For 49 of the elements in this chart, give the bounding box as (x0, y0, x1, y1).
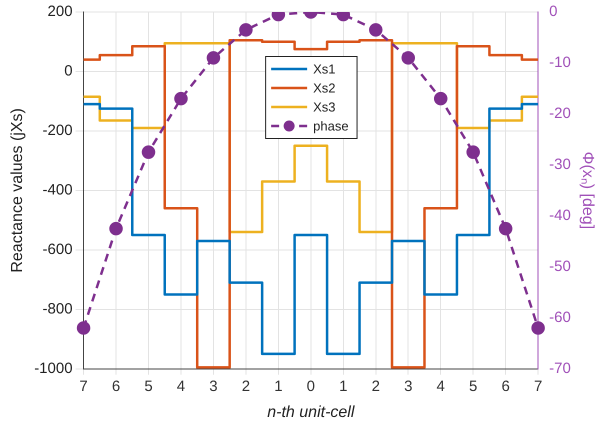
y2-axis-title: Φ(xₙ) [deg] (578, 152, 596, 230)
y2-tick-label: -30 (549, 156, 571, 174)
y-tick-label: -1000 (34, 360, 73, 377)
point (76, 321, 90, 335)
y-tick-label: 0 (64, 62, 73, 80)
y-axis-title: Reactance values (jXs) (9, 108, 26, 273)
y2-tick-label: -70 (549, 360, 571, 377)
point (466, 145, 480, 159)
point (434, 92, 448, 106)
x-tick-label: 5 (144, 378, 153, 395)
x-tick-label: 3 (209, 378, 218, 395)
y-tick-label: -600 (42, 241, 73, 258)
x-tick-label: 1 (339, 378, 348, 395)
x-axis-title: n-th unit-cell (267, 404, 355, 421)
point (109, 222, 123, 236)
y2-tick-label: -10 (549, 54, 571, 72)
x-tick-label: 0 (306, 378, 316, 395)
x-tick-label: 2 (372, 378, 380, 395)
y2-tick-label: -40 (549, 207, 571, 224)
x-tick-label: 2 (242, 378, 250, 395)
legend-label: Xs2 (313, 80, 336, 96)
y-tick-label: -800 (42, 300, 73, 318)
x-tick-label: 5 (469, 378, 478, 395)
x-tick-label: 3 (404, 378, 412, 395)
point (206, 51, 220, 65)
point (498, 222, 512, 236)
point (142, 145, 156, 159)
x-tick-label: 7 (79, 378, 88, 395)
legend-label: phase (313, 118, 349, 134)
legend-label: Xs3 (313, 100, 336, 115)
y2-tick-label: 0 (549, 3, 558, 20)
x-tick-label: 4 (176, 378, 186, 395)
x-tick-label: 4 (436, 378, 445, 395)
y2-tick-label: -60 (549, 308, 571, 326)
point (239, 23, 253, 37)
y2-tick-label: -50 (549, 258, 571, 275)
y-tick-label: -400 (42, 182, 73, 199)
x-tick-label: 7 (534, 378, 542, 395)
point (174, 92, 188, 106)
y-tick-label: 200 (48, 3, 73, 20)
point (369, 23, 383, 37)
y-tick-label: -200 (42, 122, 73, 140)
point (531, 321, 545, 335)
x-tick-label: 6 (501, 378, 510, 395)
x-tick-label: 6 (112, 378, 120, 395)
y2-tick-label: -20 (549, 105, 571, 122)
x-tick-label: 1 (274, 378, 283, 395)
legend-label: Xs1 (313, 62, 336, 77)
point (401, 51, 415, 65)
